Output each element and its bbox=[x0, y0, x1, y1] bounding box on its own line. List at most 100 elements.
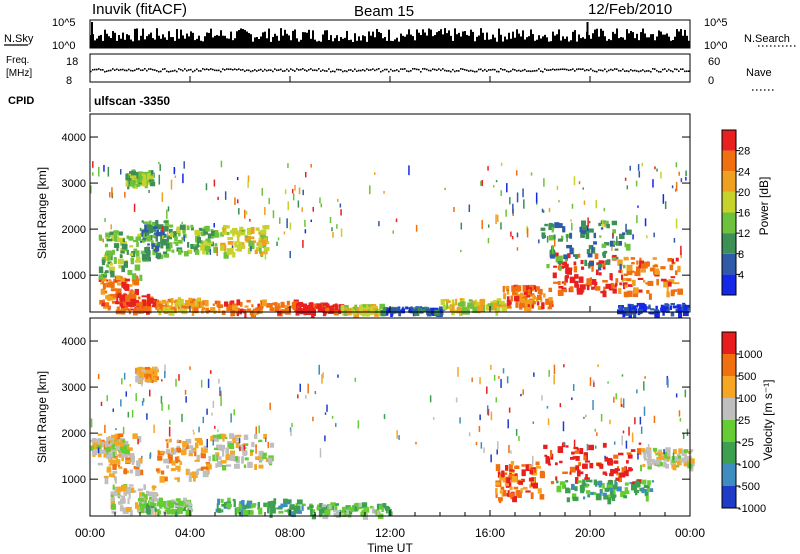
scatter-cell bbox=[502, 368, 505, 374]
scatter-cell bbox=[304, 219, 306, 227]
scatter-cell bbox=[455, 397, 458, 403]
scatter-cell bbox=[207, 378, 210, 389]
scatter-cell bbox=[681, 449, 687, 457]
scatter-cell bbox=[545, 455, 550, 463]
scatter-cell bbox=[571, 493, 577, 500]
colorbar-cell bbox=[722, 420, 736, 442]
scatter-cell bbox=[221, 503, 227, 507]
scatter-cell bbox=[576, 284, 580, 291]
scatter-cell bbox=[615, 278, 619, 283]
scatter-cell bbox=[678, 311, 683, 319]
freq-point bbox=[226, 68, 228, 70]
scatter-cell bbox=[516, 232, 519, 238]
scatter-cell bbox=[135, 467, 140, 470]
scatter-cell bbox=[227, 237, 234, 240]
scatter-cell bbox=[301, 503, 306, 507]
scatter-cell bbox=[625, 223, 627, 233]
freq-point bbox=[336, 68, 338, 71]
scatter-cell bbox=[101, 259, 105, 266]
scatter-cell bbox=[644, 218, 647, 227]
scatter-cell bbox=[509, 469, 515, 472]
scatter-cell bbox=[202, 249, 206, 255]
scatter-cell bbox=[128, 308, 135, 311]
scatter-cell bbox=[196, 236, 201, 244]
scatter-cell bbox=[486, 386, 488, 394]
scatter-cell bbox=[526, 227, 529, 238]
scatter-cell bbox=[207, 233, 214, 239]
scatter-cell bbox=[630, 270, 635, 273]
scatter-cell bbox=[237, 510, 244, 515]
scatter-cell bbox=[586, 226, 589, 231]
freq-point bbox=[356, 70, 358, 72]
nsky-bar bbox=[276, 35, 278, 48]
nsky-bar bbox=[662, 34, 664, 48]
scatter-cell bbox=[102, 306, 109, 309]
scatter-cell bbox=[641, 162, 644, 167]
freq-point bbox=[228, 68, 230, 71]
scatter-cell bbox=[623, 291, 630, 298]
nsky-bar bbox=[658, 30, 660, 48]
scatter-cell bbox=[152, 248, 156, 256]
scatter-cell bbox=[243, 509, 249, 517]
scatter-cell bbox=[663, 451, 668, 459]
scatter-cell bbox=[177, 239, 183, 244]
scatter-cell bbox=[532, 421, 535, 424]
scatter-cell bbox=[571, 203, 574, 209]
scatter-cell bbox=[651, 459, 656, 465]
scatter-cell bbox=[595, 199, 598, 209]
scatter-cell bbox=[474, 299, 478, 303]
scatter-cell bbox=[124, 191, 126, 198]
scatter-cell bbox=[216, 434, 223, 440]
nsky-bar bbox=[666, 33, 668, 48]
scatter-cell bbox=[557, 238, 563, 242]
scatter-cell bbox=[141, 253, 148, 261]
scatter-cell bbox=[537, 305, 544, 310]
colorbar-tick-label: 12 bbox=[738, 228, 750, 240]
nsky-bar bbox=[446, 33, 448, 48]
scatter-cell bbox=[102, 282, 106, 290]
scatter-cell bbox=[624, 482, 629, 486]
nsky-bar bbox=[646, 37, 648, 48]
scatter-cell bbox=[511, 235, 514, 240]
scatter-cell bbox=[320, 203, 323, 208]
scatter-cell bbox=[256, 507, 260, 510]
colorbar-tick-label: 24 bbox=[738, 166, 750, 178]
scatter-cell bbox=[649, 267, 656, 272]
scatter-cell bbox=[233, 500, 236, 508]
scatter-cell bbox=[321, 507, 327, 514]
freq-point bbox=[266, 69, 268, 72]
freq-point bbox=[592, 69, 594, 72]
colorbar-cell bbox=[722, 191, 736, 213]
scatter-cell bbox=[129, 252, 134, 257]
scatter-cell bbox=[621, 278, 624, 282]
freq-point bbox=[402, 68, 404, 71]
scatter-cell bbox=[580, 486, 585, 494]
nsky-bar bbox=[166, 39, 168, 48]
date-title: 12/Feb/2010 bbox=[588, 1, 672, 18]
scatter-cell bbox=[182, 507, 187, 511]
scatter-cell bbox=[514, 465, 520, 469]
velocity-panel-background bbox=[90, 318, 690, 516]
scatter-cell bbox=[112, 451, 115, 459]
scatter-cell bbox=[616, 240, 623, 246]
scatter-cell bbox=[565, 488, 571, 494]
nsky-bar bbox=[418, 32, 420, 48]
freq-point bbox=[198, 70, 200, 72]
scatter-cell bbox=[490, 306, 494, 311]
scatter-cell bbox=[602, 471, 607, 475]
freq-point bbox=[616, 68, 618, 70]
nsky-bar bbox=[538, 35, 540, 48]
scatter-cell bbox=[529, 469, 534, 475]
scatter-cell bbox=[682, 310, 689, 317]
freq-point bbox=[196, 68, 198, 71]
nsky-bar bbox=[388, 29, 390, 48]
nsky-bar bbox=[522, 30, 524, 48]
scatter-cell bbox=[647, 455, 652, 462]
nsky-bar bbox=[138, 40, 140, 48]
scatter-cell bbox=[250, 236, 255, 240]
nsky-bar bbox=[338, 41, 340, 48]
scatter-cell bbox=[580, 233, 585, 238]
nsky-bar bbox=[378, 31, 380, 48]
scatter-cell bbox=[626, 264, 633, 272]
scatter-cell bbox=[522, 486, 528, 490]
